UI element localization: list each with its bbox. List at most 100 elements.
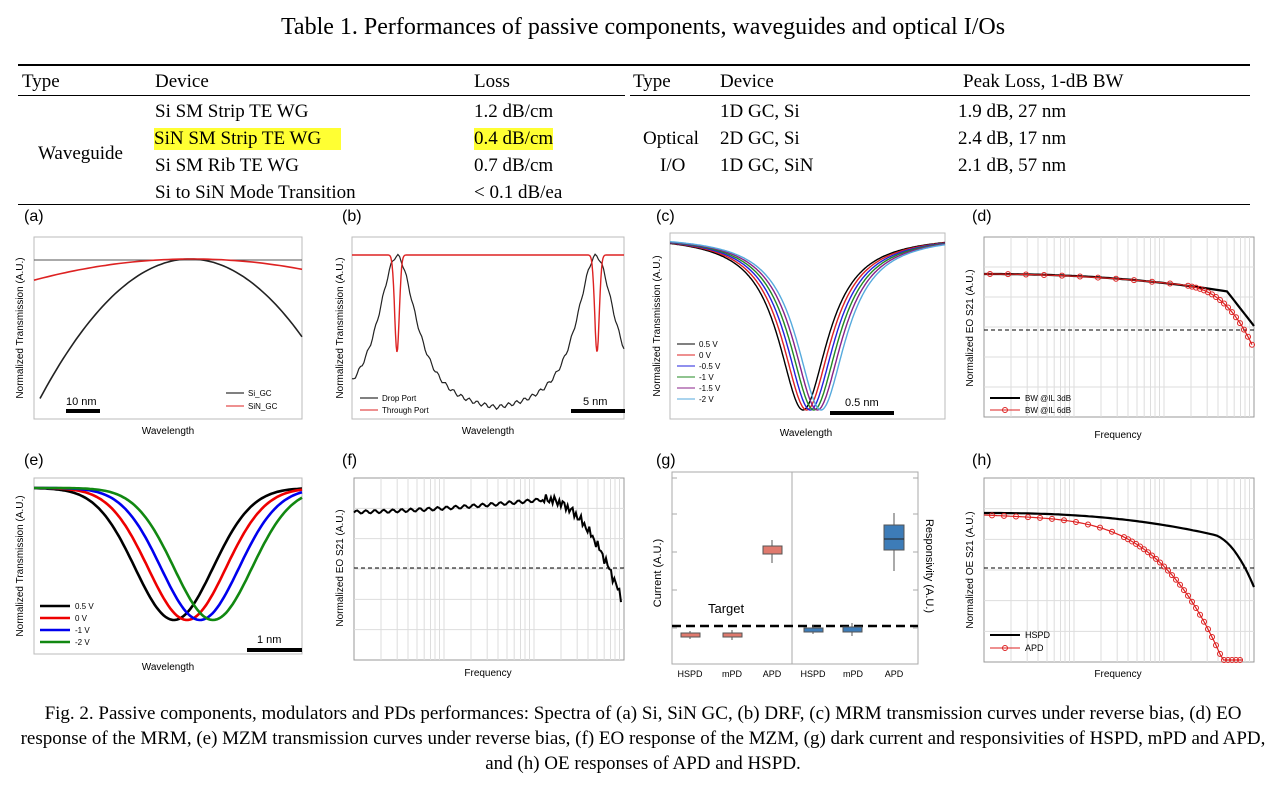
- category-label: APD: [763, 669, 782, 679]
- curve-mrm: [669, 242, 946, 411]
- legend-label: -1 V: [699, 373, 714, 382]
- marker: [1237, 320, 1243, 327]
- legend-sin-gc: SiN_GC: [248, 402, 278, 411]
- legend-si-gc: Si_GC: [248, 389, 272, 398]
- group-io: I/O: [660, 155, 686, 176]
- y-axis-label-right: Responsivity (A.U.): [923, 519, 935, 613]
- legend-label: -2 V: [75, 638, 90, 647]
- marker: [1041, 271, 1047, 278]
- marker: [1225, 304, 1231, 311]
- marker: [1221, 657, 1227, 663]
- panel-label-d: (d): [972, 208, 992, 225]
- table-row-device: Si SM Rib TE WG: [155, 155, 299, 176]
- marker: [1167, 280, 1173, 287]
- x-axis-label: Frequency: [1094, 430, 1141, 441]
- panel-d: BW @IL 3dB BW @IL 6dB Frequency Normaliz…: [965, 236, 1255, 441]
- scale-bar-label: 1 nm: [257, 634, 281, 646]
- marker: [1229, 309, 1235, 316]
- plot-frame: [671, 471, 919, 665]
- marker: [1217, 650, 1223, 657]
- legend-label: 0 V: [699, 351, 712, 360]
- table-header-rule-right: [630, 95, 1250, 96]
- y-axis-label: Normalized EO S21 (A.U.): [965, 269, 976, 386]
- marker: [987, 271, 993, 278]
- marker: [1049, 515, 1055, 522]
- panel-label-a: (a): [24, 208, 44, 225]
- panel-label-h: (h): [972, 452, 992, 469]
- panel-a: 10 nm Si_GC SiN_GC Wavelength Normalized…: [15, 236, 303, 437]
- marker: [1131, 277, 1137, 284]
- legend-e: 0.5 V 0 V -1 V -2 V: [40, 602, 94, 647]
- header-peak-loss: Peak Loss, 1-dB BW: [963, 71, 1124, 92]
- curve-through-port: [352, 254, 624, 353]
- marker: [1005, 271, 1011, 278]
- header-type-left: Type: [22, 71, 60, 92]
- marker: [1023, 271, 1029, 278]
- legend-marker: [1002, 407, 1008, 413]
- box-apd-responsivity: [883, 513, 905, 571]
- figure-caption: Fig. 2. Passive components, modulators a…: [20, 703, 1266, 774]
- marker: [1181, 587, 1187, 594]
- box-apd-current: [762, 540, 783, 563]
- markers-apd: [989, 512, 1243, 663]
- legend-marker: [1002, 645, 1008, 651]
- marker: [1217, 297, 1223, 304]
- table-header-rule-left: [18, 95, 625, 96]
- y-axis-label: Normalized EO S21 (A.U.): [335, 509, 346, 626]
- marker: [1193, 605, 1199, 612]
- box-mpd-responsivity: [842, 623, 863, 636]
- marker: [1061, 517, 1067, 524]
- curve-si-gc: [39, 258, 303, 399]
- marker: [1189, 598, 1195, 605]
- category-label: HSPD: [677, 669, 703, 679]
- y-axis-label: Normalized OE S21 (A.U.): [965, 511, 976, 628]
- table-row-device: 2D GC, Si: [720, 128, 800, 149]
- marker: [1197, 611, 1203, 618]
- category-label: HSPD: [800, 669, 826, 679]
- scale-bar-label: 0.5 nm: [845, 397, 879, 409]
- curve-sin-gc: [33, 258, 303, 281]
- table-row-device: 1D GC, Si: [720, 101, 800, 122]
- marker: [1173, 576, 1179, 583]
- panel-label-e: (e): [24, 452, 44, 469]
- marker: [1025, 514, 1031, 521]
- table-row-loss: 1.2 dB/cm: [474, 101, 554, 122]
- box-mpd-current: [722, 630, 743, 640]
- x-axis-label: Wavelength: [142, 426, 194, 437]
- panel-b: 5 nm Drop Port Through Port Wavelength N…: [335, 236, 625, 437]
- legend-apd: APD: [1025, 643, 1044, 653]
- y-axis-label-left: Current (A.U.): [652, 539, 664, 607]
- header-device-left: Device: [155, 71, 209, 92]
- marker: [1233, 657, 1239, 663]
- marker: [1201, 618, 1207, 625]
- curve-mrm: [669, 242, 946, 411]
- table-row-peak: 2.1 dB, 57 nm: [958, 155, 1067, 176]
- panel-c: 0.5 nm 0.5 V 0 V -0.5 V -1 V -1.5 V -2 V Wave…: [652, 232, 946, 439]
- x-axis-label: Wavelength: [142, 662, 194, 673]
- curve-mzm: [34, 486, 303, 622]
- marker: [1177, 581, 1183, 588]
- marker: [1245, 333, 1251, 340]
- panel-f: Frequency Normalized EO S21 (A.U.): [335, 477, 625, 679]
- marker: [1141, 546, 1147, 553]
- y-axis-label: Normalized Transmission (A.U.): [335, 257, 346, 398]
- table-row-peak: 1.9 dB, 27 nm: [958, 101, 1067, 122]
- group-waveguide: Waveguide: [38, 143, 123, 164]
- category-label: mPD: [722, 669, 743, 679]
- marker: [1073, 519, 1079, 526]
- table-row-device: 1D GC, SiN: [720, 155, 814, 176]
- marker: [1241, 326, 1247, 333]
- panel-g: Target HSPD mPD APD HSPD mPD: [652, 471, 935, 679]
- x-axis-label: Wavelength: [462, 426, 514, 437]
- marker: [1001, 512, 1007, 519]
- marker: [1149, 552, 1155, 559]
- category-label: mPD: [843, 669, 864, 679]
- legend-label: -2 V: [699, 395, 714, 404]
- marker: [1221, 300, 1227, 307]
- category-label: APD: [885, 669, 904, 679]
- marker: [1153, 555, 1159, 562]
- plot-frame: [33, 477, 303, 655]
- curve-eo-s21: [353, 493, 622, 603]
- curve-bw-3db: [984, 272, 1255, 327]
